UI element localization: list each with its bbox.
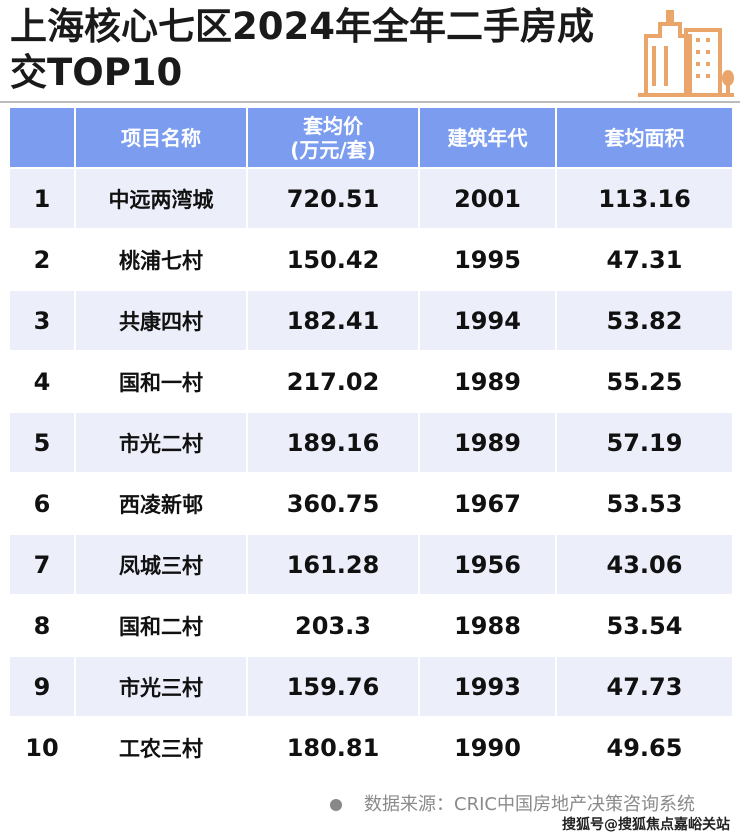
cell-price: 217.02	[248, 352, 418, 411]
table-row: 3 共康四村 182.41 1994 53.82	[10, 291, 732, 350]
cell-name: 市光二村	[76, 413, 246, 472]
table-row: 4 国和一村 217.02 1989 55.25	[10, 352, 732, 411]
cell-name: 凤城三村	[76, 535, 246, 594]
source-text: 数据来源：CRIC中国房地产决策咨询系统	[364, 794, 695, 815]
cell-price: 159.76	[248, 657, 418, 716]
cell-area: 57.19	[557, 413, 732, 472]
table-row: 1 中远两湾城 720.51 2001 113.16	[10, 169, 732, 228]
cell-price: 720.51	[248, 169, 418, 228]
cell-year: 1994	[420, 291, 555, 350]
table-row: 5 市光二村 189.16 1989 57.19	[10, 413, 732, 472]
cell-price: 161.28	[248, 535, 418, 594]
cell-name: 中远两湾城	[76, 169, 246, 228]
cell-rank: 8	[10, 596, 74, 655]
cell-area: 53.53	[557, 474, 732, 533]
cell-name: 西凌新邨	[76, 474, 246, 533]
table-row: 8 国和二村 203.3 1988 53.54	[10, 596, 732, 655]
header-price: 套均价 (万元/套)	[248, 108, 418, 167]
cell-area: 53.82	[557, 291, 732, 350]
cell-area: 43.06	[557, 535, 732, 594]
cell-area: 53.54	[557, 596, 732, 655]
cell-price: 360.75	[248, 474, 418, 533]
cell-year: 1995	[420, 230, 555, 289]
table-row: 6 西凌新邨 360.75 1967 53.53	[10, 474, 732, 533]
divider	[0, 101, 740, 103]
cell-name: 桃浦七村	[76, 230, 246, 289]
cell-year: 1967	[420, 474, 555, 533]
cell-rank: 4	[10, 352, 74, 411]
cell-rank: 5	[10, 413, 74, 472]
cell-rank: 7	[10, 535, 74, 594]
cell-area: 49.65	[557, 718, 732, 777]
cell-name: 国和一村	[76, 352, 246, 411]
data-source: 数据来源：CRIC中国房地产决策咨询系统	[330, 790, 695, 816]
cell-name: 共康四村	[76, 291, 246, 350]
ranking-table: 项目名称 套均价 (万元/套) 建筑年代 套均面积 1 中远两湾城 720.51 200…	[8, 106, 734, 779]
watermark: 搜狐号@搜狐焦点嘉峪关站	[562, 817, 730, 833]
page-title: 上海核心七区2024年全年二手房成交TOP10	[10, 5, 594, 94]
table-row: 9 市光三村 159.76 1993 47.73	[10, 657, 732, 716]
cell-area: 47.73	[557, 657, 732, 716]
header-area: 套均面积	[557, 108, 732, 167]
table-row: 7 凤城三村 161.28 1956 43.06	[10, 535, 732, 594]
buildings-icon	[638, 10, 735, 97]
cell-rank: 2	[10, 230, 74, 289]
cell-price: 150.42	[248, 230, 418, 289]
cell-year: 1956	[420, 535, 555, 594]
cell-area: 113.16	[557, 169, 732, 228]
table-row: 10 工农三村 180.81 1990 49.65	[10, 718, 732, 777]
cell-price: 189.16	[248, 413, 418, 472]
cell-rank: 1	[10, 169, 74, 228]
header-name: 项目名称	[76, 108, 246, 167]
table-header-row: 项目名称 套均价 (万元/套) 建筑年代 套均面积	[10, 108, 732, 167]
bullet-icon	[330, 799, 342, 811]
cell-year: 1989	[420, 413, 555, 472]
cell-area: 47.31	[557, 230, 732, 289]
cell-year: 1988	[420, 596, 555, 655]
cell-rank: 9	[10, 657, 74, 716]
cell-rank: 6	[10, 474, 74, 533]
header-rank	[10, 108, 74, 167]
cell-area: 55.25	[557, 352, 732, 411]
cell-name: 国和二村	[76, 596, 246, 655]
cell-year: 1993	[420, 657, 555, 716]
cell-rank: 3	[10, 291, 74, 350]
cell-price: 182.41	[248, 291, 418, 350]
cell-year: 2001	[420, 169, 555, 228]
header-year: 建筑年代	[420, 108, 555, 167]
cell-name: 工农三村	[76, 718, 246, 777]
cell-price: 180.81	[248, 718, 418, 777]
cell-year: 1989	[420, 352, 555, 411]
cell-name: 市光三村	[76, 657, 246, 716]
cell-price: 203.3	[248, 596, 418, 655]
cell-rank: 10	[10, 718, 74, 777]
cell-year: 1990	[420, 718, 555, 777]
table-row: 2 桃浦七村 150.42 1995 47.31	[10, 230, 732, 289]
